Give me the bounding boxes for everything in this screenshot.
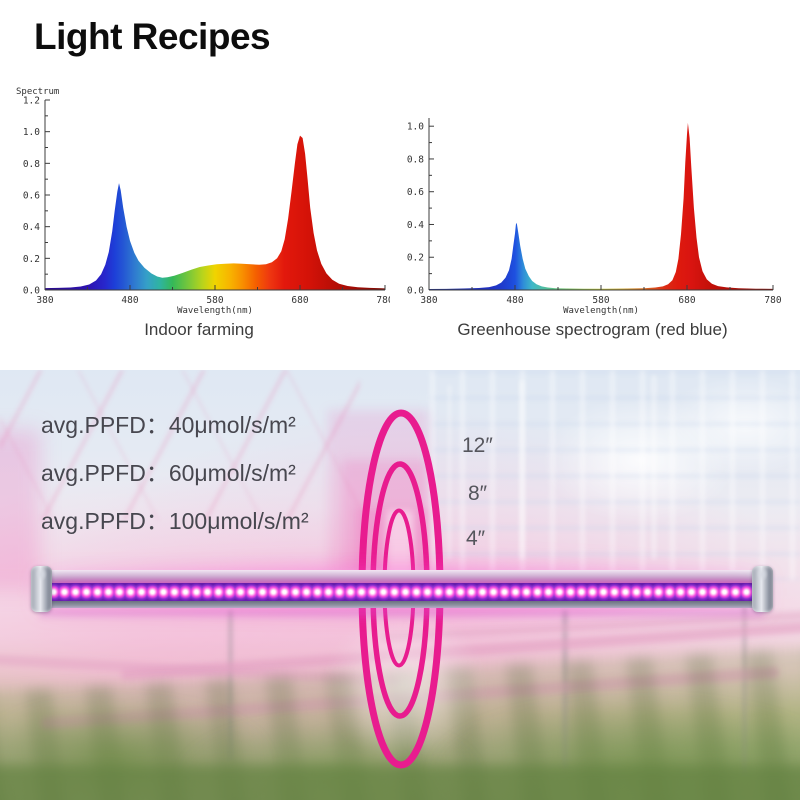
under-bar-glow: [325, 610, 485, 760]
pole-decor: [742, 605, 747, 775]
svg-text:380: 380: [420, 295, 437, 306]
svg-text:480: 480: [121, 295, 138, 306]
spectrum-chart-indoor: 0.0 0.2 0.4 0.6 0.8 1.0 1.2 380 480 580 680 780 Spec…: [16, 87, 390, 316]
pole-decor: [228, 610, 233, 760]
roof-streaks-decor: [0, 370, 360, 520]
y-axis-title: Spectrum: [16, 87, 59, 97]
plants-blob-decor: [0, 765, 800, 800]
led-grow-light-bar: [48, 570, 756, 608]
svg-text:0.6: 0.6: [23, 191, 40, 202]
chart-caption-greenhouse: Greenhouse spectrogram (red blue): [457, 320, 728, 339]
svg-text:780: 780: [764, 295, 781, 306]
pole-decor: [520, 380, 524, 560]
svg-text:0.4: 0.4: [23, 222, 40, 233]
led-strip: [48, 583, 756, 601]
bar-end-cap-right: [752, 566, 773, 612]
bar-end-cap-left: [31, 566, 52, 612]
svg-text:0.6: 0.6: [407, 187, 424, 198]
pole-decor: [652, 375, 656, 560]
svg-text:0.2: 0.2: [23, 254, 40, 265]
chart-caption-indoor: Indoor farming: [144, 320, 254, 339]
ppfd-value-4in: avg.PPFD：100μmol/s/m²: [41, 508, 309, 534]
svg-text:780: 780: [376, 295, 390, 306]
greenhouse-structure-decor: [430, 370, 800, 580]
x-axis-title: Wavelength(nm): [177, 306, 253, 316]
svg-text:480: 480: [506, 295, 523, 306]
ppfd-value-12in: avg.PPFD：40μmol/s/m²: [41, 412, 296, 438]
svg-text:1.0: 1.0: [407, 122, 424, 133]
spectrum-area: [429, 122, 773, 291]
svg-text:0.0: 0.0: [23, 286, 40, 297]
pole-decor: [448, 385, 451, 560]
greenhouse-photo: avg.PPFD：40μmol/s/m² avg.PPFD：60μmol/s/m…: [0, 370, 800, 800]
x-axis-title: Wavelength(nm): [563, 306, 639, 316]
svg-text:680: 680: [678, 295, 695, 306]
svg-text:380: 380: [36, 295, 53, 306]
bar-housing-bottom: [48, 601, 756, 608]
spectrum-area: [45, 135, 385, 290]
distance-label-12in: 12″: [462, 434, 493, 457]
distance-label-8in: 8″: [468, 482, 488, 505]
page-title: Light Recipes: [34, 16, 271, 57]
svg-text:0.0: 0.0: [407, 286, 424, 297]
svg-text:580: 580: [206, 295, 223, 306]
svg-text:0.8: 0.8: [407, 154, 424, 165]
svg-text:0.4: 0.4: [407, 220, 424, 231]
svg-text:0.2: 0.2: [407, 253, 424, 264]
ppfd-value-8in: avg.PPFD：60μmol/s/m²: [41, 460, 296, 486]
svg-text:1.2: 1.2: [23, 96, 40, 107]
led-bar-reflection: [40, 610, 764, 620]
svg-text:1.0: 1.0: [23, 127, 40, 138]
bar-housing-top: [48, 570, 756, 583]
svg-text:0.8: 0.8: [23, 159, 40, 170]
spectrum-chart-greenhouse: 0.0 0.2 0.4 0.6 0.8 1.0 380 480 580 680 780 Wavelen…: [407, 118, 782, 316]
svg-text:580: 580: [592, 295, 609, 306]
svg-text:680: 680: [291, 295, 308, 306]
distance-label-4in: 4″: [466, 527, 486, 550]
